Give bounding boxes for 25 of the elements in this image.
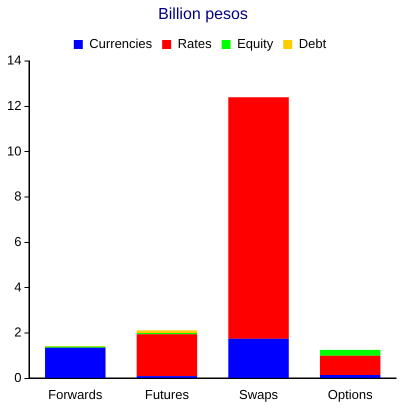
y-tick-label: 10 xyxy=(6,143,22,158)
bar xyxy=(320,375,380,378)
bar xyxy=(228,338,289,378)
x-tick-label: Swaps xyxy=(239,386,279,402)
y-tick-label: 14 xyxy=(6,52,22,68)
y-tick-label: 6 xyxy=(14,234,22,249)
y-tick-label: 8 xyxy=(14,188,22,204)
x-tick-label: Options xyxy=(328,386,374,402)
bar xyxy=(320,350,380,356)
y-tick-label: 0 xyxy=(14,370,22,385)
y-tick-label: 2 xyxy=(14,324,22,340)
x-tick-label: Forwards xyxy=(48,386,103,402)
legend-label: Debt xyxy=(298,36,327,52)
legend-label: Currencies xyxy=(89,36,153,52)
bar xyxy=(228,97,289,339)
y-tick-label: 12 xyxy=(6,98,22,113)
y-tick-label: 4 xyxy=(14,279,22,294)
x-tick-label: Futures xyxy=(144,386,190,402)
chart-title: Billion pesos xyxy=(157,6,249,25)
legend-label: Rates xyxy=(178,36,212,52)
legend-label: Equity xyxy=(237,36,274,52)
bar xyxy=(320,356,380,375)
bar xyxy=(136,330,198,334)
bar xyxy=(136,334,198,376)
bar xyxy=(45,348,106,378)
